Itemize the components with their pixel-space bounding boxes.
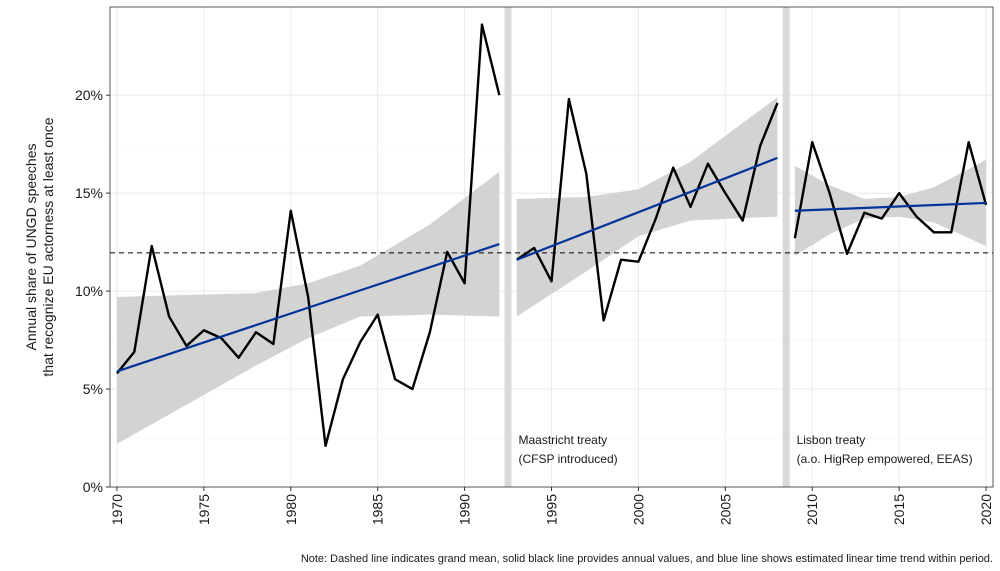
x-tick-label: 2010 xyxy=(804,494,820,525)
confidence-band xyxy=(516,97,778,317)
annual-values-line xyxy=(516,97,779,322)
trend-lines xyxy=(116,156,987,373)
period-annotations: Maastricht treaty (CFSP introduced) Lisbon… xyxy=(518,433,972,466)
x-tick-label: 1990 xyxy=(457,494,473,525)
trend-line xyxy=(116,243,500,373)
x-tick-label: 2005 xyxy=(717,494,733,525)
annotation-text: (a.o. HigRep empowered, EEAS) xyxy=(797,452,973,466)
y-tick-label: 20% xyxy=(75,87,103,103)
annotation-text: Lisbon treaty xyxy=(797,433,866,447)
period-break-bar xyxy=(504,7,512,487)
y-axis-label-line-2: that recognize EU actorness at least onc… xyxy=(40,117,56,376)
y-tick-label: 0% xyxy=(83,479,103,495)
y-tick-label: 15% xyxy=(75,185,103,201)
annotation-text: (CFSP introduced) xyxy=(518,452,617,466)
trend-line xyxy=(516,156,778,261)
y-tick-label: 5% xyxy=(83,381,103,397)
x-tick-label: 1980 xyxy=(283,494,299,525)
chart-note: Note: Dashed line indicates grand mean, … xyxy=(301,553,993,565)
x-tick-label: 2015 xyxy=(891,494,907,525)
x-tick-label: 1970 xyxy=(109,494,125,525)
annotation-text: Maastricht treaty xyxy=(518,433,607,447)
x-tick-label: 1985 xyxy=(370,494,386,525)
trend-line xyxy=(794,201,987,212)
x-tick-label: 2020 xyxy=(978,494,994,525)
y-axis-label-line-1: Annual share of UNGD speeches xyxy=(23,144,39,351)
x-axis-ticks: 1970 1975 1980 1985 1990 1995 2000 2005 2010 2015… xyxy=(109,487,994,525)
period-break-bar xyxy=(782,7,790,487)
annual-values-line xyxy=(116,23,501,448)
y-axis-ticks: 0% 5% 10% 15% 20% xyxy=(75,87,110,495)
x-tick-label: 1975 xyxy=(196,494,212,525)
period-breaks xyxy=(504,7,790,487)
x-tick-label: 1995 xyxy=(544,494,560,525)
y-tick-label: 10% xyxy=(75,283,103,299)
x-tick-label: 2000 xyxy=(630,494,646,525)
